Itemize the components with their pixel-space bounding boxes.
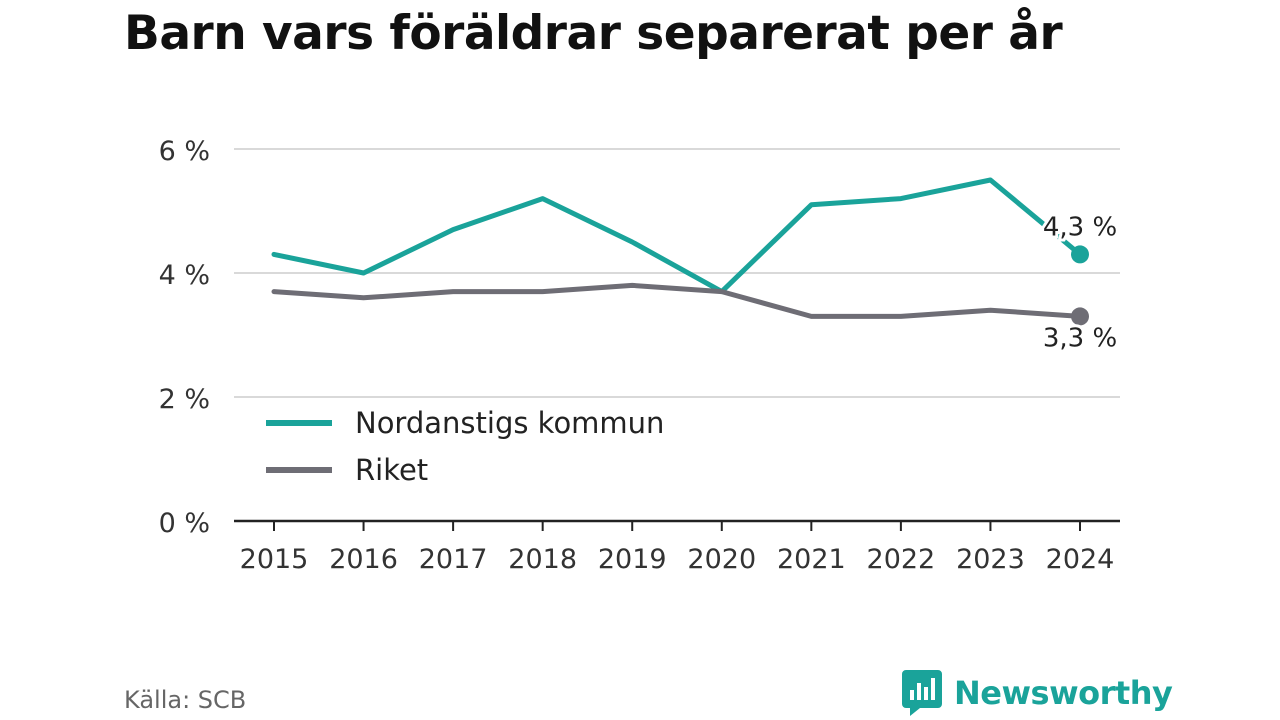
y-tick-label: 2 % bbox=[159, 384, 210, 415]
x-tick-label: 2022 bbox=[867, 544, 936, 575]
brand-name: Newsworthy bbox=[954, 674, 1173, 712]
x-tick-label: 2023 bbox=[956, 544, 1025, 575]
x-tick-label: 2018 bbox=[508, 544, 577, 575]
x-tick-label: 2017 bbox=[419, 544, 488, 575]
brand-logo: Newsworthy bbox=[902, 670, 1173, 716]
y-tick-label: 0 % bbox=[159, 508, 210, 539]
legend: Nordanstigs kommun Riket bbox=[258, 398, 682, 496]
legend-label: Nordanstigs kommun bbox=[355, 406, 664, 440]
end-value-label: 4,3 % bbox=[1043, 212, 1117, 242]
series-lines bbox=[271, 177, 1089, 326]
chart-title: Barn vars föräldrar separerat per år bbox=[124, 6, 1063, 61]
y-axis-ticks: 0 % 2 % 4 % 6 % bbox=[159, 136, 210, 539]
x-tick-label: 2024 bbox=[1046, 544, 1115, 575]
gridlines bbox=[234, 148, 1120, 398]
legend-label: Riket bbox=[355, 453, 428, 487]
x-tick-label: 2016 bbox=[329, 544, 398, 575]
x-tick-label: 2019 bbox=[598, 544, 667, 575]
y-tick-label: 4 % bbox=[159, 260, 210, 291]
end-point-marker bbox=[1071, 307, 1089, 326]
source-note: Källa: SCB bbox=[124, 686, 247, 714]
bar-chart-speech-bubble-icon bbox=[902, 670, 942, 716]
series-line bbox=[271, 282, 1083, 319]
legend-background bbox=[258, 398, 682, 496]
end-value-label: 3,3 % bbox=[1043, 323, 1117, 353]
end-labels: 4,3 % 3,3 % bbox=[1040, 209, 1120, 356]
end-point-marker bbox=[1071, 245, 1089, 264]
x-tick-label: 2021 bbox=[777, 544, 846, 575]
y-tick-label: 6 % bbox=[159, 136, 210, 167]
x-tick-label: 2020 bbox=[687, 544, 756, 575]
x-axis: 2015 2016 2017 2018 2019 2020 2021 2022 2023 2024 bbox=[234, 519, 1120, 575]
x-tick-label: 2015 bbox=[240, 544, 309, 575]
series-line bbox=[271, 177, 1083, 295]
